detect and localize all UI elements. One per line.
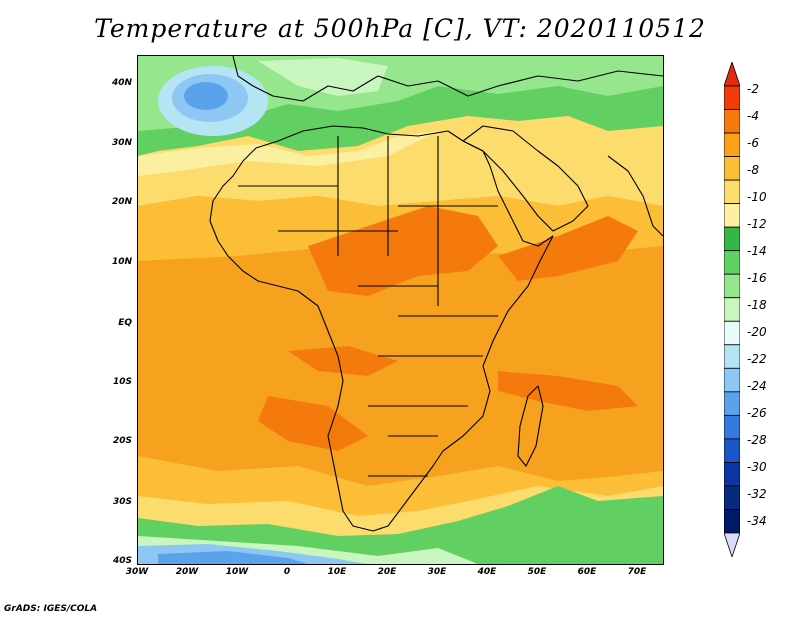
colorbar-swatch: [724, 156, 740, 181]
coastline-arabia: [462, 125, 589, 232]
colorbar-label: -16: [747, 271, 767, 285]
colorbar-swatch: [724, 250, 740, 275]
lon-label-40e: 40E: [477, 567, 497, 577]
lat-label-20n: 20N: [111, 197, 132, 207]
colorbar-label: -26: [747, 406, 767, 420]
field-north-palegreen: [258, 58, 388, 96]
lon-label-50e: 50E: [527, 567, 547, 577]
lon-label-20e: 20E: [377, 567, 397, 577]
colorbar-swatch: [724, 226, 740, 252]
colorbar-label: -28: [747, 433, 767, 447]
field-north-lightgreen: [138, 56, 663, 131]
colorbar-swatch: [724, 203, 740, 228]
colorbar-label: -32: [747, 487, 767, 501]
credit-text: GrADS: IGES/COLA: [4, 604, 98, 614]
borders-interior: [238, 136, 498, 477]
colorbar-swatch: [724, 462, 740, 487]
colorbar-label: -6: [747, 136, 759, 150]
colorbar-label: -24: [747, 379, 767, 393]
field-south-deepblue: [158, 551, 308, 564]
colorbar-label: -20: [747, 325, 767, 339]
colorbar: [724, 62, 740, 557]
colorbar-bottom-arrow: [724, 532, 740, 557]
lat-label-eq: EQ: [118, 318, 132, 328]
colorbar-swatch: [724, 367, 740, 393]
colorbar-swatch: [724, 297, 740, 322]
colorbar-swatch: [724, 320, 740, 346]
colorbar-swatch: [724, 391, 740, 416]
colorbar-label: -12: [747, 217, 767, 231]
colorbar-swatch: [724, 344, 740, 369]
colorbar-swatch: [724, 132, 740, 157]
colorbar-label: -8: [747, 163, 759, 177]
lon-label-60e: 60E: [577, 567, 597, 577]
colorbar-swatch: [724, 485, 740, 510]
colorbar-swatch: [724, 85, 740, 110]
lon-label-30w: 30W: [125, 567, 149, 577]
lon-label-0: 0: [283, 567, 291, 577]
lat-label-30s: 30S: [112, 497, 132, 507]
field-warm-core-southeast: [498, 371, 638, 411]
colorbar-label: -34: [747, 514, 767, 528]
chart-title: Temperature at 500hPa [C], VT: 202011051…: [94, 14, 706, 43]
lon-label-30e: 30E: [427, 567, 447, 577]
coastline-africa: [209, 125, 554, 532]
colorbar-swatch: [724, 438, 740, 463]
lat-label-40s: 40S: [112, 556, 132, 566]
colorbar-swatch: [724, 273, 740, 299]
coastline-india: [607, 155, 663, 237]
colorbar-top-arrow: [724, 62, 740, 87]
lon-label-10e: 10E: [327, 567, 347, 577]
colorbar-label: -30: [747, 460, 767, 474]
lat-label-10s: 10S: [112, 377, 132, 387]
colorbar-swatch: [724, 179, 740, 205]
coastline-group: [209, 56, 663, 532]
colorbar-label: -14: [747, 244, 767, 258]
colorbar-swatch: [724, 509, 740, 534]
lon-label-20w: 20W: [175, 567, 199, 577]
lat-label-20s: 20S: [112, 436, 132, 446]
colorbar-swatch: [724, 414, 740, 440]
field-warm-core-central: [288, 346, 398, 376]
colorbar-label: -4: [747, 109, 759, 123]
colorbar-label: -2: [747, 82, 759, 96]
lon-label-70e: 70E: [627, 567, 647, 577]
lon-label-10w: 10W: [225, 567, 249, 577]
lat-label-10n: 10N: [111, 257, 132, 267]
colorbar-label: -18: [747, 298, 767, 312]
field-band-paleyellow: [138, 131, 438, 176]
field-warm-core-southwest: [258, 396, 368, 451]
colorbar-label: -10: [747, 190, 767, 204]
lat-label-40n: 40N: [111, 78, 132, 88]
colorbar-label: -22: [747, 352, 767, 366]
coastline-europe: [232, 56, 663, 102]
lat-label-30n: 30N: [111, 138, 132, 148]
colorbar-swatch: [724, 109, 740, 134]
coastline-madagascar: [517, 385, 544, 467]
field-band-yellow: [138, 116, 663, 206]
field-warm-core-east: [498, 216, 638, 281]
temperature-map: [138, 56, 663, 564]
field-warm-core-west: [308, 206, 498, 296]
field-atlantic-low-core: [184, 82, 228, 110]
map-plot-area: [137, 55, 664, 565]
